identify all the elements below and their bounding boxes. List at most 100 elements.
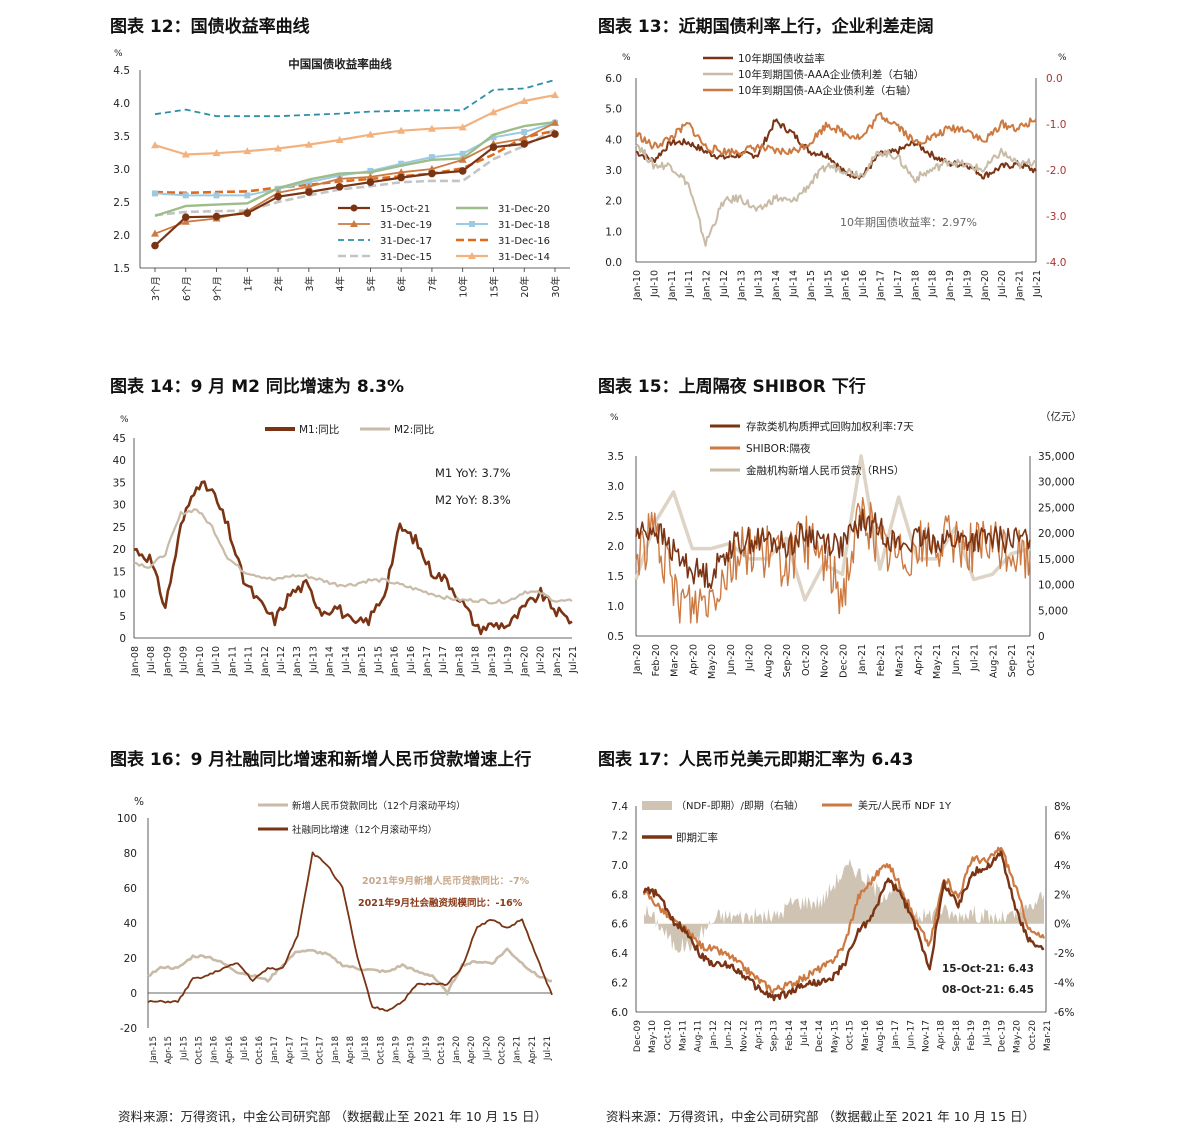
c15r-ytick: 5,000 (1038, 605, 1068, 617)
c14-annotation: M2 YoY: 8.3% (435, 493, 511, 507)
c12-point (458, 167, 467, 175)
c12-point (490, 134, 497, 141)
c14-ytick: 20 (113, 544, 126, 556)
c17-ytick: 6.2 (611, 978, 628, 990)
c12-point (397, 168, 406, 176)
c17-xtick: Aug-11 (694, 1020, 704, 1052)
c12-point (398, 160, 405, 167)
c14-xtick: Jan-16 (390, 646, 401, 677)
c12-legend-marker (469, 221, 475, 227)
c12-point (304, 140, 313, 148)
c16-xtick: Jan-18 (331, 1036, 341, 1064)
c12-legend-label: 15-Oct-21 (380, 204, 430, 215)
c12-point (212, 212, 221, 221)
c17-annotation: 15-Oct-21: 6.43 (942, 963, 1034, 975)
c15-xtick: Apr-21 (913, 644, 924, 675)
c15-xtick: Oct-21 (1026, 644, 1037, 676)
c14-ytick: 25 (113, 522, 126, 534)
c16-xtick: Jul-17 (301, 1036, 311, 1061)
c12-chart-title: 中国国债收益率曲线 (288, 57, 392, 71)
c14-xtick: Jan-21 (552, 646, 563, 677)
c16-xtick: Jul-15 (179, 1036, 189, 1061)
c15r-ytick: 30,000 (1038, 477, 1075, 489)
c14-xtick: Jul-13 (308, 646, 319, 674)
c15-ytick: 0.5 (607, 631, 624, 643)
c13r-ytick: -2.0 (1046, 165, 1067, 177)
c17-ytick: 6.0 (611, 1007, 628, 1019)
c16-series-line (147, 851, 553, 1012)
c15-xtick: Sep-20 (782, 644, 793, 677)
c14-ylabel: % (120, 415, 129, 425)
c14-xtick: Jul-10 (211, 646, 222, 674)
c17-ytick: 6.4 (611, 948, 628, 960)
c15-xtick: Jul-20 (745, 644, 756, 672)
c12-ytick: 4.5 (113, 65, 130, 77)
c12-point (520, 134, 529, 142)
c13-ylabel-right: % (1058, 53, 1067, 63)
c16-ytick: 0 (130, 988, 137, 1000)
c15-xtick: Jun-21 (951, 644, 962, 675)
c12-point (152, 190, 158, 197)
c12-point (151, 229, 159, 237)
c12-xtick: 1年 (242, 276, 254, 292)
c13-xtick: Jul-21 (1032, 270, 1043, 298)
c12-point (551, 130, 559, 138)
c16-xtick: Oct-20 (498, 1036, 508, 1065)
c16-annotation: 2021年9月新增人民币贷款同比：-7% (362, 875, 530, 887)
c16-legend-label: 社融同比增速（12个月滚动平均） (292, 824, 437, 836)
c14-ytick: 5 (119, 611, 126, 623)
c16-xtick: Jan-16 (210, 1036, 220, 1064)
c13-xtick: Jan-18 (910, 270, 921, 301)
c17-xtick: Feb-19 (967, 1020, 977, 1051)
c16-ytick: 80 (124, 848, 137, 860)
c13-ytick: 2.0 (605, 196, 622, 208)
c17-xtick: Mar-21 (1043, 1020, 1053, 1051)
c12-point (182, 192, 189, 199)
c17-legend-label: 即期汇率 (676, 831, 718, 844)
c12-ytick: 2.0 (113, 230, 130, 242)
c12-xtick: 6个月 (182, 276, 193, 301)
c15-ytick: 3.5 (607, 451, 624, 463)
source-note-right: 资料来源：万得资讯，中金公司研究部 （数据截止至 2021 年 10 月 15 … (606, 1109, 1035, 1124)
c13-xtick: Jan-13 (736, 270, 747, 301)
c13r-ytick: -4.0 (1046, 257, 1067, 269)
c12-xtick: 5年 (365, 276, 377, 292)
c12-point (181, 217, 190, 225)
c16-xtick: Oct-17 (316, 1036, 326, 1065)
c16-ytick: -20 (120, 1023, 137, 1035)
c12-point (489, 143, 498, 152)
c15-xtick: Nov-20 (820, 644, 831, 678)
c14-xtick: Jan-20 (519, 646, 530, 677)
c17-xtick: Dec-09 (633, 1020, 643, 1052)
c14-legend-label: M1:同比 (299, 423, 339, 436)
c15-xtick: Jul-21 (970, 644, 981, 672)
c16-xtick: Jul-20 (482, 1036, 492, 1061)
c12-point (335, 174, 344, 182)
c13-xtick: Jan-20 (980, 270, 991, 301)
chart-13-title: 图表 13：近期国债利率上行，企业利差走阔 (598, 17, 934, 37)
c12-xtick: 9个月 (213, 276, 224, 301)
c15-xtick: Jun-20 (726, 644, 737, 675)
c17-ytick: 6.6 (611, 919, 628, 931)
c15-legend-label: SHIBOR:隔夜 (746, 442, 811, 455)
c14-xtick: Jan-18 (454, 646, 465, 677)
chart-12-title: 图表 12：国债收益率曲线 (110, 17, 310, 37)
c13-xtick: Jul-14 (789, 270, 800, 298)
c15-xtick: Dec-20 (838, 644, 849, 678)
c17-ytick: 7.4 (611, 801, 628, 813)
c17r-ytick: -6% (1054, 1007, 1074, 1019)
c17r-ytick: 2% (1054, 889, 1071, 901)
c16-xtick: Jul-16 (240, 1036, 250, 1061)
c15r-ytick: 20,000 (1038, 528, 1075, 540)
c17-xtick: Jul-19 (982, 1020, 992, 1047)
c13-legend-label: 10年期国债收益率 (738, 52, 825, 65)
c13-xtick: Jan-12 (702, 270, 713, 301)
c12-xtick: 30年 (550, 276, 562, 298)
c13-xtick: Jan-15 (806, 270, 817, 301)
c16-ytick: 100 (117, 813, 137, 825)
c12-point (366, 178, 375, 186)
c15-ytick: 1.5 (607, 571, 624, 583)
c14-xtick: Jul-15 (373, 646, 384, 674)
c14-xtick: Jul-14 (341, 646, 352, 674)
